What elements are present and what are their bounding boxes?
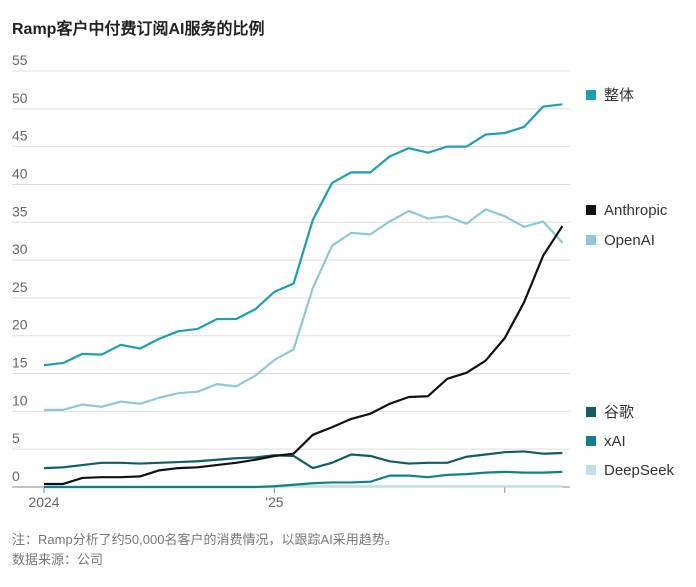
legend-label: 谷歌	[604, 404, 634, 421]
legend-label: DeepSeek	[604, 462, 675, 479]
y-tick-label: 5	[12, 430, 20, 446]
series-line	[44, 225, 564, 486]
legend-label: OpenAI	[604, 232, 655, 249]
y-tick-label: 40	[12, 165, 28, 181]
y-tick-label: 50	[12, 90, 28, 106]
y-tick-label: 45	[12, 128, 28, 144]
y-tick-label: 35	[12, 203, 28, 219]
note: 注：Ramp分析了约50,000名客户的消费情况，以跟踪AI采用趋势。	[12, 532, 398, 547]
y-tick-label: 55	[12, 52, 28, 68]
series-line	[44, 208, 564, 411]
legend-swatch	[586, 235, 596, 245]
legend-label: xAI	[604, 433, 626, 450]
chart-title: Ramp客户中付费订阅AI服务的比例	[12, 19, 264, 38]
series-line	[43, 103, 563, 367]
legend-swatch	[586, 407, 596, 417]
y-tick-label: 0	[12, 468, 20, 484]
legend-swatch	[586, 205, 596, 215]
series-line	[43, 450, 563, 470]
source: 数据来源：公司	[12, 552, 103, 567]
y-tick-label: 15	[12, 355, 28, 371]
y-tick-label: 20	[12, 317, 28, 333]
y-tick-label: 30	[12, 241, 28, 257]
y-tick-label: 25	[12, 279, 28, 295]
x-tick-label: 2024	[28, 494, 59, 510]
y-tick-label: 10	[12, 392, 28, 408]
x-tick-label: '25	[265, 494, 283, 510]
legend-swatch	[586, 465, 596, 475]
legend-label: Anthropic	[604, 202, 668, 219]
legend-label: 整体	[604, 87, 634, 104]
legend-swatch	[586, 90, 596, 100]
series-line	[44, 470, 563, 489]
legend-swatch	[586, 436, 596, 446]
